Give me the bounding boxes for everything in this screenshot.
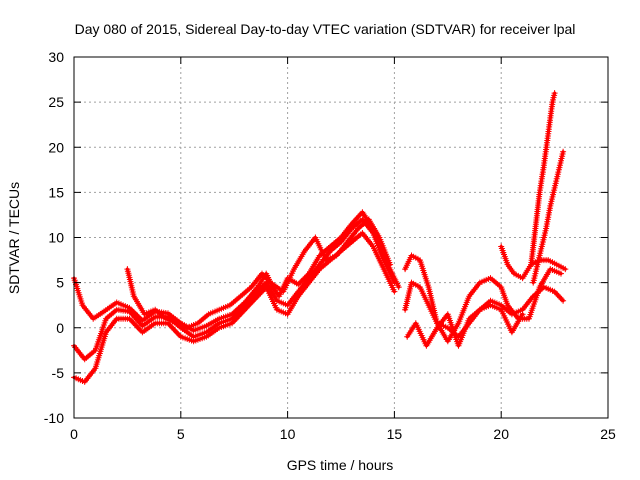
x-tick-label: 0 [70, 426, 78, 442]
series-track-5 [402, 252, 564, 345]
y-tick-label: 10 [48, 230, 64, 246]
y-tick-label: 5 [56, 275, 64, 291]
series-markers [124, 216, 394, 331]
series-layer [71, 90, 569, 385]
x-tick-label: 5 [177, 426, 185, 442]
y-tick-label: 15 [48, 184, 64, 200]
tick-layer: 0 5 10 15 20 25 -10 -5 0 5 10 15 20 25 30 [44, 49, 616, 442]
series-track-10 [530, 148, 567, 286]
series-track-7 [404, 302, 526, 349]
grid-layer [74, 57, 608, 418]
series-track-4 [124, 216, 394, 331]
series-markers [404, 302, 526, 349]
series-markers [528, 90, 558, 268]
x-tick-label: 15 [387, 426, 403, 442]
y-tick-label: 20 [48, 139, 64, 155]
y-tick-label: -5 [52, 365, 65, 381]
x-tick-label: 10 [280, 426, 296, 442]
x-axis-label: GPS time / hours [287, 457, 394, 473]
chart-title: Day 080 of 2015, Sidereal Day-to-day VTE… [75, 21, 576, 37]
y-tick-label: -10 [44, 410, 64, 426]
x-tick-label: 20 [493, 426, 509, 442]
y-tick-label: 25 [48, 94, 64, 110]
x-tick-label: 25 [600, 426, 616, 442]
y-tick-label: 0 [56, 320, 64, 336]
y-axis-label: SDTVAR / TECUs [6, 182, 22, 294]
series-track-9 [528, 90, 558, 268]
series-markers [530, 148, 567, 286]
y-tick-label: 30 [48, 49, 64, 65]
